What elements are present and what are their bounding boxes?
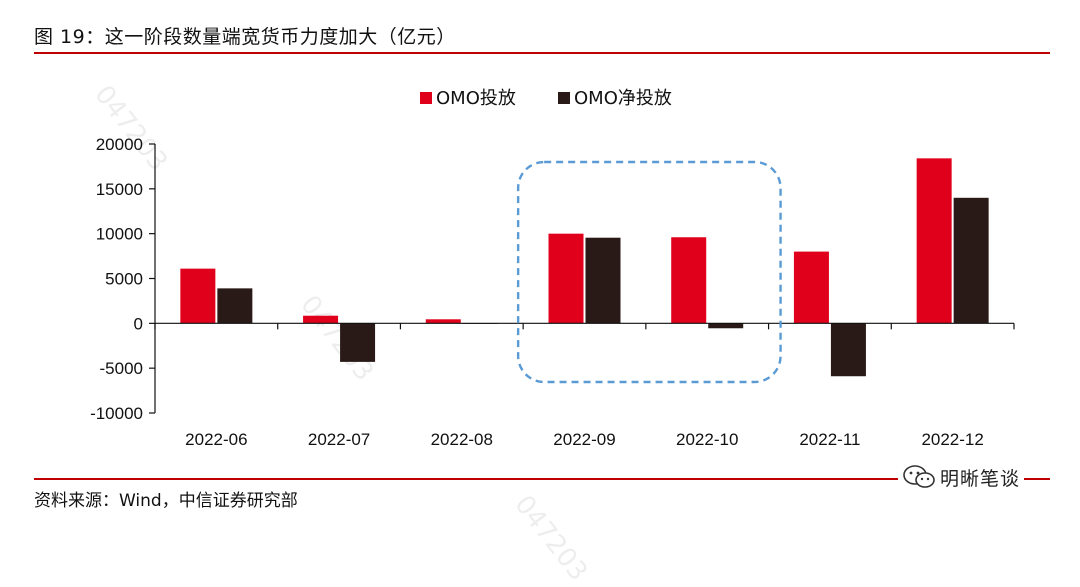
bottom-divider [34, 478, 1050, 480]
brand-badge: 明晰笔谈 [898, 462, 1025, 492]
bar-omo-injection [425, 319, 461, 324]
bar-omo-injection [548, 233, 584, 324]
y-tick-label: 0 [134, 314, 143, 333]
y-tick-label: 15000 [96, 180, 143, 199]
y-tick-label: -5000 [100, 359, 143, 378]
x-tick-label: 2022-08 [431, 430, 493, 449]
x-tick-label: 2022-09 [553, 430, 615, 449]
bar-omo-net-injection [585, 237, 621, 324]
legend-label: OMO投放 [436, 88, 516, 109]
x-tick-label: 2022-12 [921, 430, 983, 449]
y-tick-label: -10000 [90, 404, 143, 423]
bar-omo-injection [180, 268, 216, 324]
top-divider [34, 52, 1050, 54]
bar-omo-net-injection [830, 323, 866, 377]
bar-omo-net-injection [708, 323, 744, 329]
highlight-box [516, 160, 782, 384]
legend-swatch [420, 92, 432, 104]
watermark: 047203 [508, 490, 594, 587]
x-tick-label: 2022-11 [799, 430, 860, 449]
x-tick-label: 2022-10 [676, 430, 738, 449]
x-tick-label: 2022-07 [308, 430, 370, 449]
bar-omo-injection [916, 158, 952, 324]
bar-omo-net-injection [953, 197, 989, 324]
x-tick-label: 2022-06 [185, 430, 247, 449]
bar-omo-net-injection [217, 288, 253, 324]
wechat-icon [903, 465, 935, 488]
omo-bar-chart: 20000 15000 10000 5000 0 -5000 -10000 2022-06 20… [90, 88, 1015, 449]
legend-label: OMO净投放 [574, 88, 672, 109]
y-tick-label: 20000 [96, 135, 143, 154]
source-note: 资料来源：Wind，中信证券研究部 [34, 491, 298, 511]
bar-omo-injection [303, 315, 339, 324]
y-tick-label: 10000 [96, 225, 143, 244]
bar-omo-injection [671, 237, 707, 324]
bar-omo-net-injection [340, 323, 376, 362]
figure-title: 图 19：这一阶段数量端宽货币力度加大（亿元） [34, 26, 456, 48]
bar-omo-injection [793, 251, 829, 324]
brand-label: 明晰笔谈 [940, 467, 1021, 490]
y-tick-label: 5000 [105, 270, 143, 289]
legend-swatch [558, 92, 570, 104]
